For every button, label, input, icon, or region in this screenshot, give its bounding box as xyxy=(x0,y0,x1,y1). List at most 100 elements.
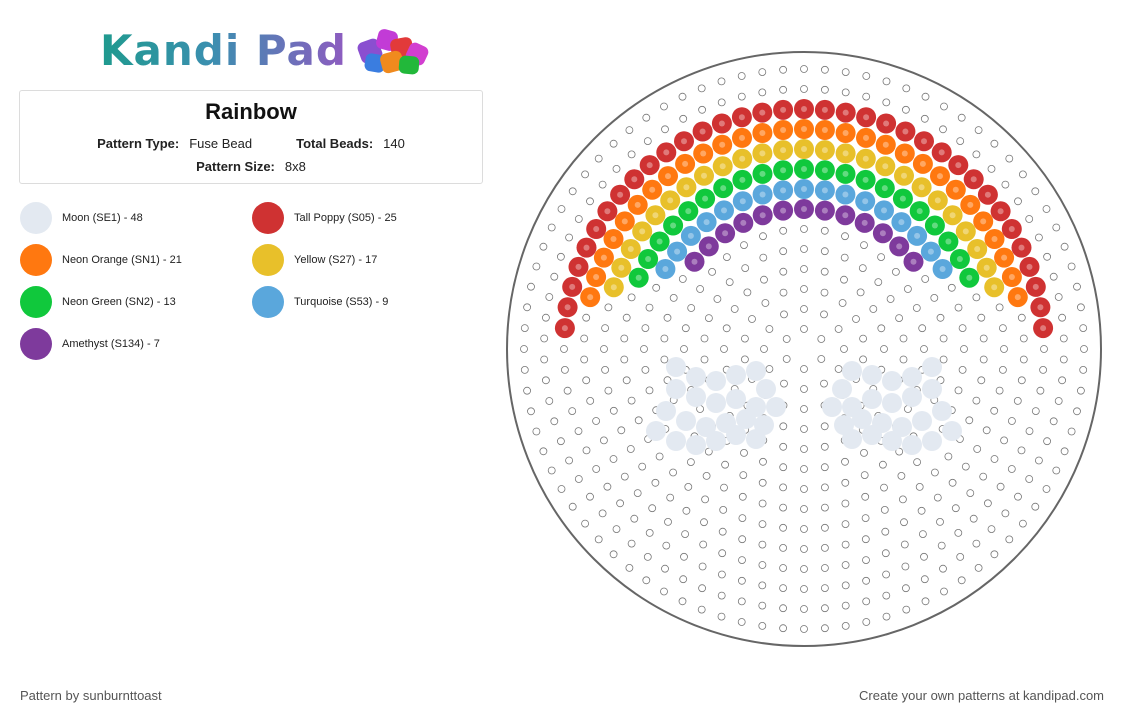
bead-hole xyxy=(842,109,849,116)
bead xyxy=(960,194,981,215)
empty-peg xyxy=(838,299,847,307)
empty-peg xyxy=(920,575,929,584)
bead xyxy=(711,113,732,134)
empty-peg xyxy=(982,426,991,435)
empty-peg xyxy=(702,471,711,480)
empty-peg xyxy=(987,525,996,533)
empty-peg xyxy=(622,313,631,322)
empty-peg xyxy=(1019,355,1028,364)
empty-peg xyxy=(990,406,999,415)
kandi-pad-logo[interactable]: Kandi Pad xyxy=(100,24,435,76)
empty-peg xyxy=(1025,215,1034,223)
bead xyxy=(658,166,678,187)
empty-peg xyxy=(1036,386,1045,395)
bead xyxy=(663,215,684,236)
bead-hole xyxy=(739,134,745,141)
bead-hole xyxy=(780,187,787,194)
bead xyxy=(660,190,681,211)
empty-peg xyxy=(738,556,746,564)
empty-peg xyxy=(1058,313,1066,322)
bead xyxy=(645,205,666,226)
empty-peg xyxy=(741,334,749,343)
bead xyxy=(610,184,631,205)
empty-peg xyxy=(698,105,706,114)
empty-peg xyxy=(874,278,883,287)
empty-peg xyxy=(704,447,713,456)
bead xyxy=(597,201,618,222)
empty-peg xyxy=(862,597,871,606)
empty-peg xyxy=(663,313,672,322)
empty-peg xyxy=(679,575,688,584)
bead-moon xyxy=(706,431,726,451)
bead-hole xyxy=(656,238,663,245)
empty-peg xyxy=(882,591,891,600)
bead xyxy=(603,277,624,298)
bead xyxy=(835,184,856,205)
bead xyxy=(698,236,719,257)
bead xyxy=(620,239,641,259)
bead xyxy=(967,239,988,259)
bead-hole xyxy=(759,212,766,219)
kandipad-link[interactable]: Create your own patterns at kandipad.com xyxy=(859,688,1104,703)
empty-peg xyxy=(718,570,726,579)
bead xyxy=(714,200,734,221)
bead-hole xyxy=(691,258,698,265)
color-swatch xyxy=(20,286,52,318)
empty-peg xyxy=(717,77,726,86)
bead xyxy=(907,225,928,246)
bead xyxy=(773,120,794,140)
bead xyxy=(856,107,877,128)
legend-label: Amethyst (S134) - 7 xyxy=(62,338,160,350)
empty-peg xyxy=(700,518,708,527)
bead xyxy=(656,142,677,163)
bead xyxy=(948,155,969,176)
bead-hole xyxy=(997,208,1004,215)
empty-peg xyxy=(718,549,727,558)
bead-hole xyxy=(1032,283,1039,290)
empty-peg xyxy=(630,514,639,523)
bead-moon xyxy=(902,387,922,407)
empty-peg xyxy=(598,509,607,518)
bead-moon xyxy=(656,401,676,421)
empty-peg xyxy=(601,365,609,374)
bead-hole xyxy=(618,264,625,271)
bead xyxy=(931,142,952,163)
empty-peg xyxy=(936,518,944,526)
empty-peg xyxy=(604,386,613,395)
bead-hole xyxy=(719,141,726,148)
bead-hole xyxy=(583,244,590,251)
empty-peg xyxy=(687,458,695,467)
empty-peg xyxy=(698,562,707,571)
empty-peg xyxy=(1079,324,1088,333)
bead xyxy=(874,200,894,221)
bead-hole xyxy=(842,130,849,136)
bead-hole xyxy=(639,228,646,235)
bead-hole xyxy=(739,155,746,162)
empty-peg xyxy=(759,457,767,466)
empty-peg xyxy=(1043,437,1051,446)
bead xyxy=(712,134,733,155)
bead-hole xyxy=(821,167,828,174)
bead xyxy=(977,184,998,205)
empty-peg xyxy=(800,485,808,493)
bead xyxy=(732,169,753,190)
pattern-title: Rainbow xyxy=(205,99,297,124)
empty-peg xyxy=(841,88,850,97)
bead xyxy=(680,225,701,246)
empty-peg xyxy=(882,570,890,579)
empty-peg xyxy=(921,92,930,101)
empty-peg xyxy=(821,65,829,74)
empty-peg xyxy=(545,293,554,301)
empty-peg xyxy=(954,303,963,312)
empty-peg xyxy=(620,355,629,364)
empty-peg xyxy=(600,345,608,353)
empty-peg xyxy=(1059,355,1068,364)
bead-hole xyxy=(952,186,959,193)
empty-peg xyxy=(939,355,948,364)
empty-peg xyxy=(660,102,668,111)
empty-peg xyxy=(738,514,747,522)
bead-hole xyxy=(984,191,991,198)
empty-peg xyxy=(881,527,890,536)
empty-peg xyxy=(758,581,767,590)
bead-moon xyxy=(706,393,726,413)
